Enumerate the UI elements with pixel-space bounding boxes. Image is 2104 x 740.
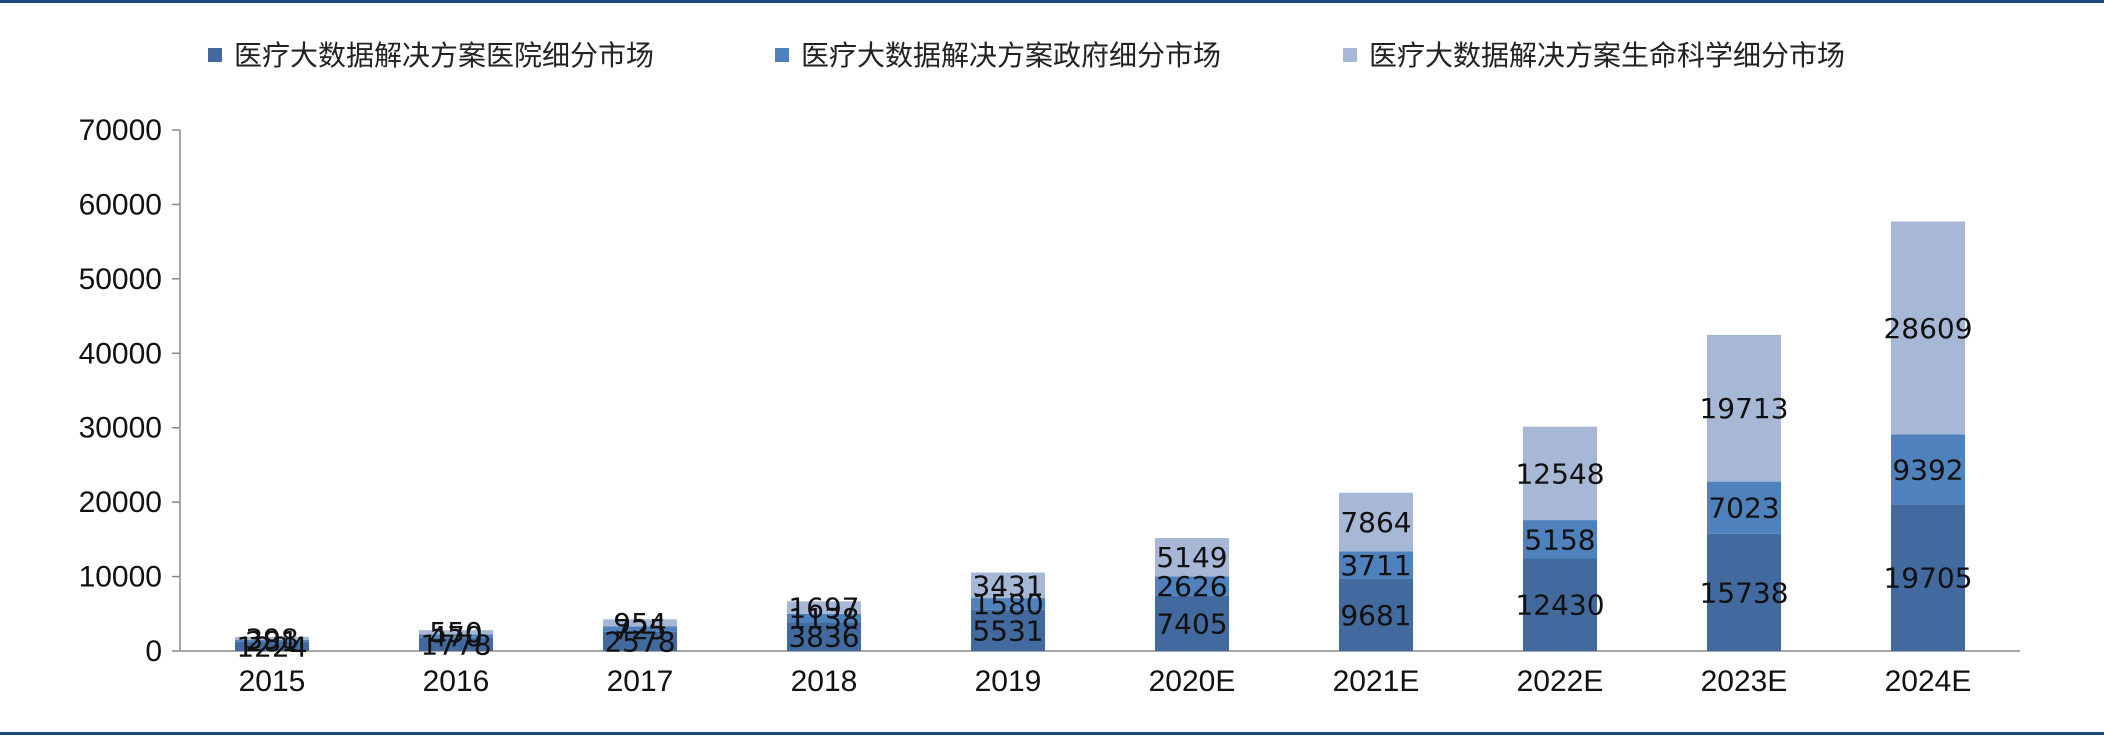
y-tick-label: 40000	[79, 337, 162, 370]
bar-segment-0	[1707, 533, 1781, 651]
bar-segment-1	[603, 626, 677, 632]
bar-segment-0	[1155, 595, 1229, 651]
y-tick-label: 10000	[79, 561, 162, 594]
data-label-0: 5531	[972, 614, 1043, 647]
data-label-1: 9392	[1892, 453, 1963, 486]
bar-segment-0	[1523, 558, 1597, 651]
data-label-1: 1580	[972, 588, 1043, 621]
bar-segment-2	[603, 619, 677, 627]
bar-segment-1	[1523, 520, 1597, 559]
bar-segment-2	[971, 572, 1045, 599]
bar-segment-2	[1523, 426, 1597, 521]
bar-segment-2	[419, 630, 493, 635]
data-label-1: 1138	[788, 602, 859, 635]
bar-segment-1	[235, 639, 309, 642]
data-label-1: 7023	[1708, 492, 1779, 525]
bar-segment-0	[1891, 504, 1965, 651]
bar-segment-0	[419, 637, 493, 651]
bar-segment-1	[419, 634, 493, 638]
legend-label-2: 医疗大数据解决方案生命科学细分市场	[1369, 39, 1845, 72]
x-tick-label: 2022E	[1517, 665, 1604, 698]
data-label-0: 7405	[1156, 607, 1227, 640]
x-tick-label: 2015	[239, 665, 306, 698]
x-tick-label: 2021E	[1333, 665, 1420, 698]
legend-swatch-0	[208, 48, 222, 62]
bar-segment-1	[1891, 434, 1965, 505]
bar-segment-1	[1339, 551, 1413, 579]
x-tick-label: 2016	[423, 665, 490, 698]
y-tick-label: 30000	[79, 412, 162, 445]
data-label-0: 2578	[604, 625, 675, 658]
bar-segment-1	[787, 613, 861, 623]
data-label-2: 19713	[1699, 392, 1788, 425]
bar-segment-1	[971, 598, 1045, 610]
data-label-1: 5158	[1524, 523, 1595, 556]
bar-segment-0	[787, 622, 861, 651]
legend-swatch-1	[775, 48, 789, 62]
x-tick-label: 2023E	[1701, 665, 1788, 698]
x-tick-label: 2017	[607, 665, 674, 698]
bottom-border-rule	[0, 732, 2104, 735]
data-label-0: 12430	[1515, 589, 1604, 622]
data-label-2: 7864	[1340, 506, 1411, 539]
data-label-0: 9681	[1340, 599, 1411, 632]
bars	[235, 221, 1965, 651]
bar-segment-2	[1707, 334, 1781, 482]
legend-swatch-2	[1343, 48, 1357, 62]
legend: 医疗大数据解决方案医院细分市场 医疗大数据解决方案政府细分市场 医疗大数据解决方案生…	[208, 39, 1845, 72]
bar-segment-1	[1707, 481, 1781, 534]
bar-segment-2	[235, 636, 309, 640]
bar-segment-2	[1891, 221, 1965, 435]
data-label-0: 19705	[1883, 562, 1972, 595]
data-label-2: 1697	[788, 592, 859, 625]
x-tick-label: 2020E	[1149, 665, 1236, 698]
data-label-2: 12548	[1515, 457, 1604, 490]
bar-segment-0	[235, 641, 309, 651]
y-tick-label: 60000	[79, 188, 162, 221]
legend-label-1: 医疗大数据解决方案政府细分市场	[801, 39, 1221, 72]
y-tick-label: 50000	[79, 263, 162, 296]
bar-segment-0	[603, 631, 677, 651]
data-label-1: 3711	[1340, 549, 1411, 582]
y-tick-label: 0	[145, 635, 162, 668]
data-label-1: 2626	[1156, 570, 1227, 603]
legend-label-0: 医疗大数据解决方案医院细分市场	[234, 39, 654, 72]
data-label-1: 281	[245, 625, 298, 658]
data-label-0: 1224	[236, 630, 307, 663]
data-label-2: 398	[245, 622, 298, 655]
y-tick-label: 70000	[79, 114, 162, 147]
data-label-1: 470	[429, 620, 482, 653]
bar-segment-2	[1155, 538, 1229, 577]
data-label-0: 3836	[788, 621, 859, 654]
y-axis: 0 10000 20000 30000 40000 50000 60000 70000	[79, 114, 181, 668]
y-tick-label: 20000	[79, 486, 162, 519]
bar-segment-2	[1339, 492, 1413, 552]
data-label-2: 3431	[972, 569, 1043, 602]
data-label-1: 725	[613, 613, 666, 646]
data-label-0: 15738	[1699, 576, 1788, 609]
data-label-2: 550	[429, 616, 482, 649]
data-label-2: 5149	[1156, 541, 1227, 574]
data-label-2: 28609	[1883, 312, 1972, 345]
x-tick-label: 2024E	[1885, 665, 1972, 698]
bar-segment-1	[1155, 576, 1229, 596]
top-border-rule	[0, 0, 2104, 3]
data-label-2: 954	[613, 607, 666, 640]
bar-segment-0	[1339, 578, 1413, 651]
data-label-0: 1778	[420, 628, 491, 661]
x-tick-label: 2019	[975, 665, 1042, 698]
bar-segment-2	[787, 601, 861, 614]
x-tick-label: 2018	[791, 665, 858, 698]
bar-segment-0	[971, 609, 1045, 651]
